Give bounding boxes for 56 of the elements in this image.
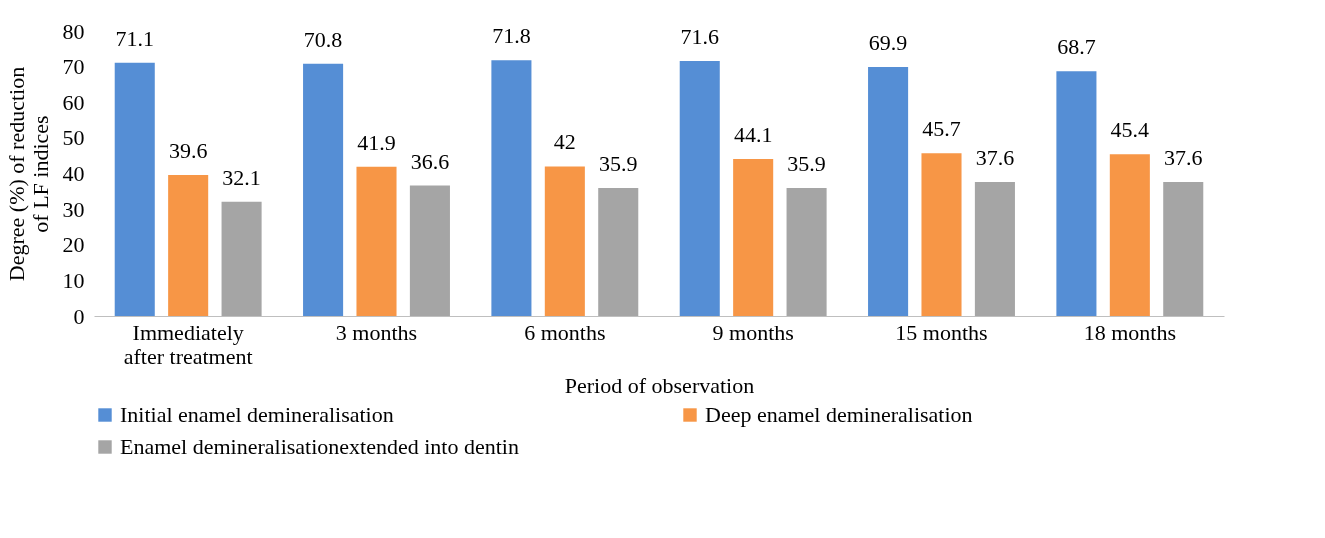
data-label: 45.4	[1110, 117, 1150, 143]
data-label: 45.7	[922, 116, 961, 142]
legend-label: Enamel demineralisationextended into dentin	[120, 434, 519, 459]
bar	[1163, 182, 1204, 316]
bar	[921, 153, 962, 316]
data-label: 68.7	[1057, 34, 1096, 60]
y-tick-label: 80	[62, 18, 85, 44]
bar	[491, 60, 532, 316]
y-tick-label: 10	[62, 267, 85, 293]
data-label: 71.6	[680, 23, 719, 49]
x-tick-label: 18 months	[1083, 319, 1176, 345]
data-label: 69.9	[868, 29, 908, 55]
bar	[409, 185, 450, 316]
data-label: 37.6	[975, 145, 1015, 171]
data-label: 37.6	[1164, 145, 1203, 171]
bar	[733, 158, 774, 316]
legend-label: Initial enamel demineralisation	[120, 402, 394, 427]
y-tick-label: 50	[62, 125, 85, 151]
x-tick-label: 9 months	[712, 319, 794, 345]
bar	[114, 62, 155, 316]
x-tick-label: Immediately after treatment	[123, 319, 253, 369]
y-tick-label: 40	[62, 161, 85, 186]
bar	[303, 63, 344, 316]
data-label: 41.9	[357, 129, 396, 155]
y-tick-label: 70	[62, 54, 85, 80]
data-label: 42	[553, 129, 576, 155]
data-label: 39.6	[168, 137, 208, 163]
y-tick-label: 30	[62, 196, 85, 222]
bar	[786, 188, 827, 316]
y-tick-label: 0	[73, 303, 85, 329]
data-label: 71.8	[492, 23, 531, 49]
y-tick-label: 60	[62, 89, 85, 115]
x-tick-label: 3 months	[335, 319, 418, 345]
bar	[974, 182, 1015, 316]
x-axis-title: Period of observation	[564, 372, 755, 398]
data-label: 35.9	[787, 151, 826, 177]
data-label: 36.6	[410, 148, 450, 174]
bar	[868, 66, 909, 316]
bar	[168, 174, 209, 316]
data-label: 71.1	[115, 25, 154, 51]
x-tick-label: 15 months	[895, 319, 988, 345]
bar	[544, 166, 585, 316]
data-label: 44.1	[733, 121, 773, 147]
y-tick-label: 20	[62, 232, 85, 258]
legend-label: Deep enamel demineralisation	[705, 402, 973, 427]
bar	[221, 201, 262, 316]
x-tick-label: 6 months	[524, 319, 606, 345]
bar	[679, 60, 720, 316]
bar	[356, 166, 397, 316]
y-axis-title: Degree (%) of reduction of LF indices	[3, 66, 53, 282]
bar	[1109, 154, 1150, 316]
data-label: 70.8	[303, 26, 343, 52]
data-label: 35.9	[599, 151, 638, 177]
data-label: 32.1	[222, 164, 261, 190]
bar	[1056, 71, 1097, 316]
bar	[598, 188, 639, 316]
